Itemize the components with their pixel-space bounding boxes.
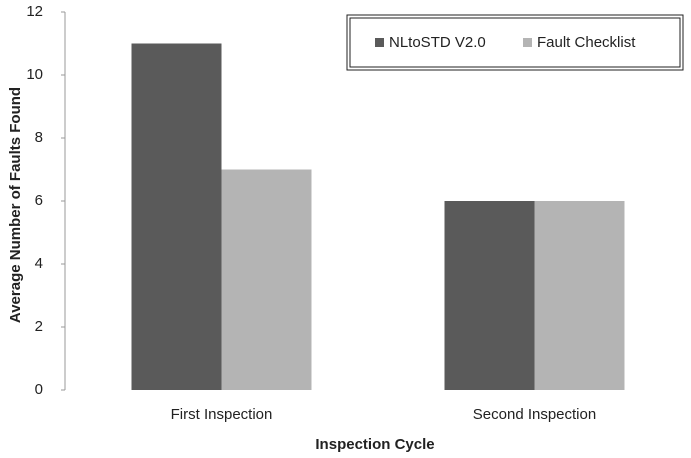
legend-label: NLtoSTD V2.0 bbox=[389, 34, 486, 51]
legend-frame-inner bbox=[349, 17, 681, 68]
y-tick-label: 10 bbox=[26, 66, 43, 83]
bar bbox=[444, 201, 535, 390]
y-tick-label: 4 bbox=[35, 255, 43, 272]
y-tick-label: 0 bbox=[35, 381, 43, 398]
y-tick-label: 2 bbox=[35, 318, 43, 335]
bar bbox=[131, 43, 222, 390]
y-tick-label: 6 bbox=[35, 192, 43, 209]
y-tick-label: 8 bbox=[35, 129, 43, 146]
legend-frame bbox=[346, 14, 684, 71]
legend-swatch bbox=[375, 38, 384, 47]
x-tick-label: First Inspection bbox=[171, 406, 273, 423]
y-tick-label: 12 bbox=[26, 3, 43, 20]
x-axis-label: Inspection Cycle bbox=[315, 436, 434, 453]
bar bbox=[221, 169, 312, 390]
legend-label: Fault Checklist bbox=[537, 34, 636, 51]
x-tick-label: Second Inspection bbox=[473, 406, 596, 423]
y-axis-label: Average Number of Faults Found bbox=[7, 87, 24, 323]
bar bbox=[534, 201, 625, 390]
legend-swatch bbox=[523, 38, 532, 47]
